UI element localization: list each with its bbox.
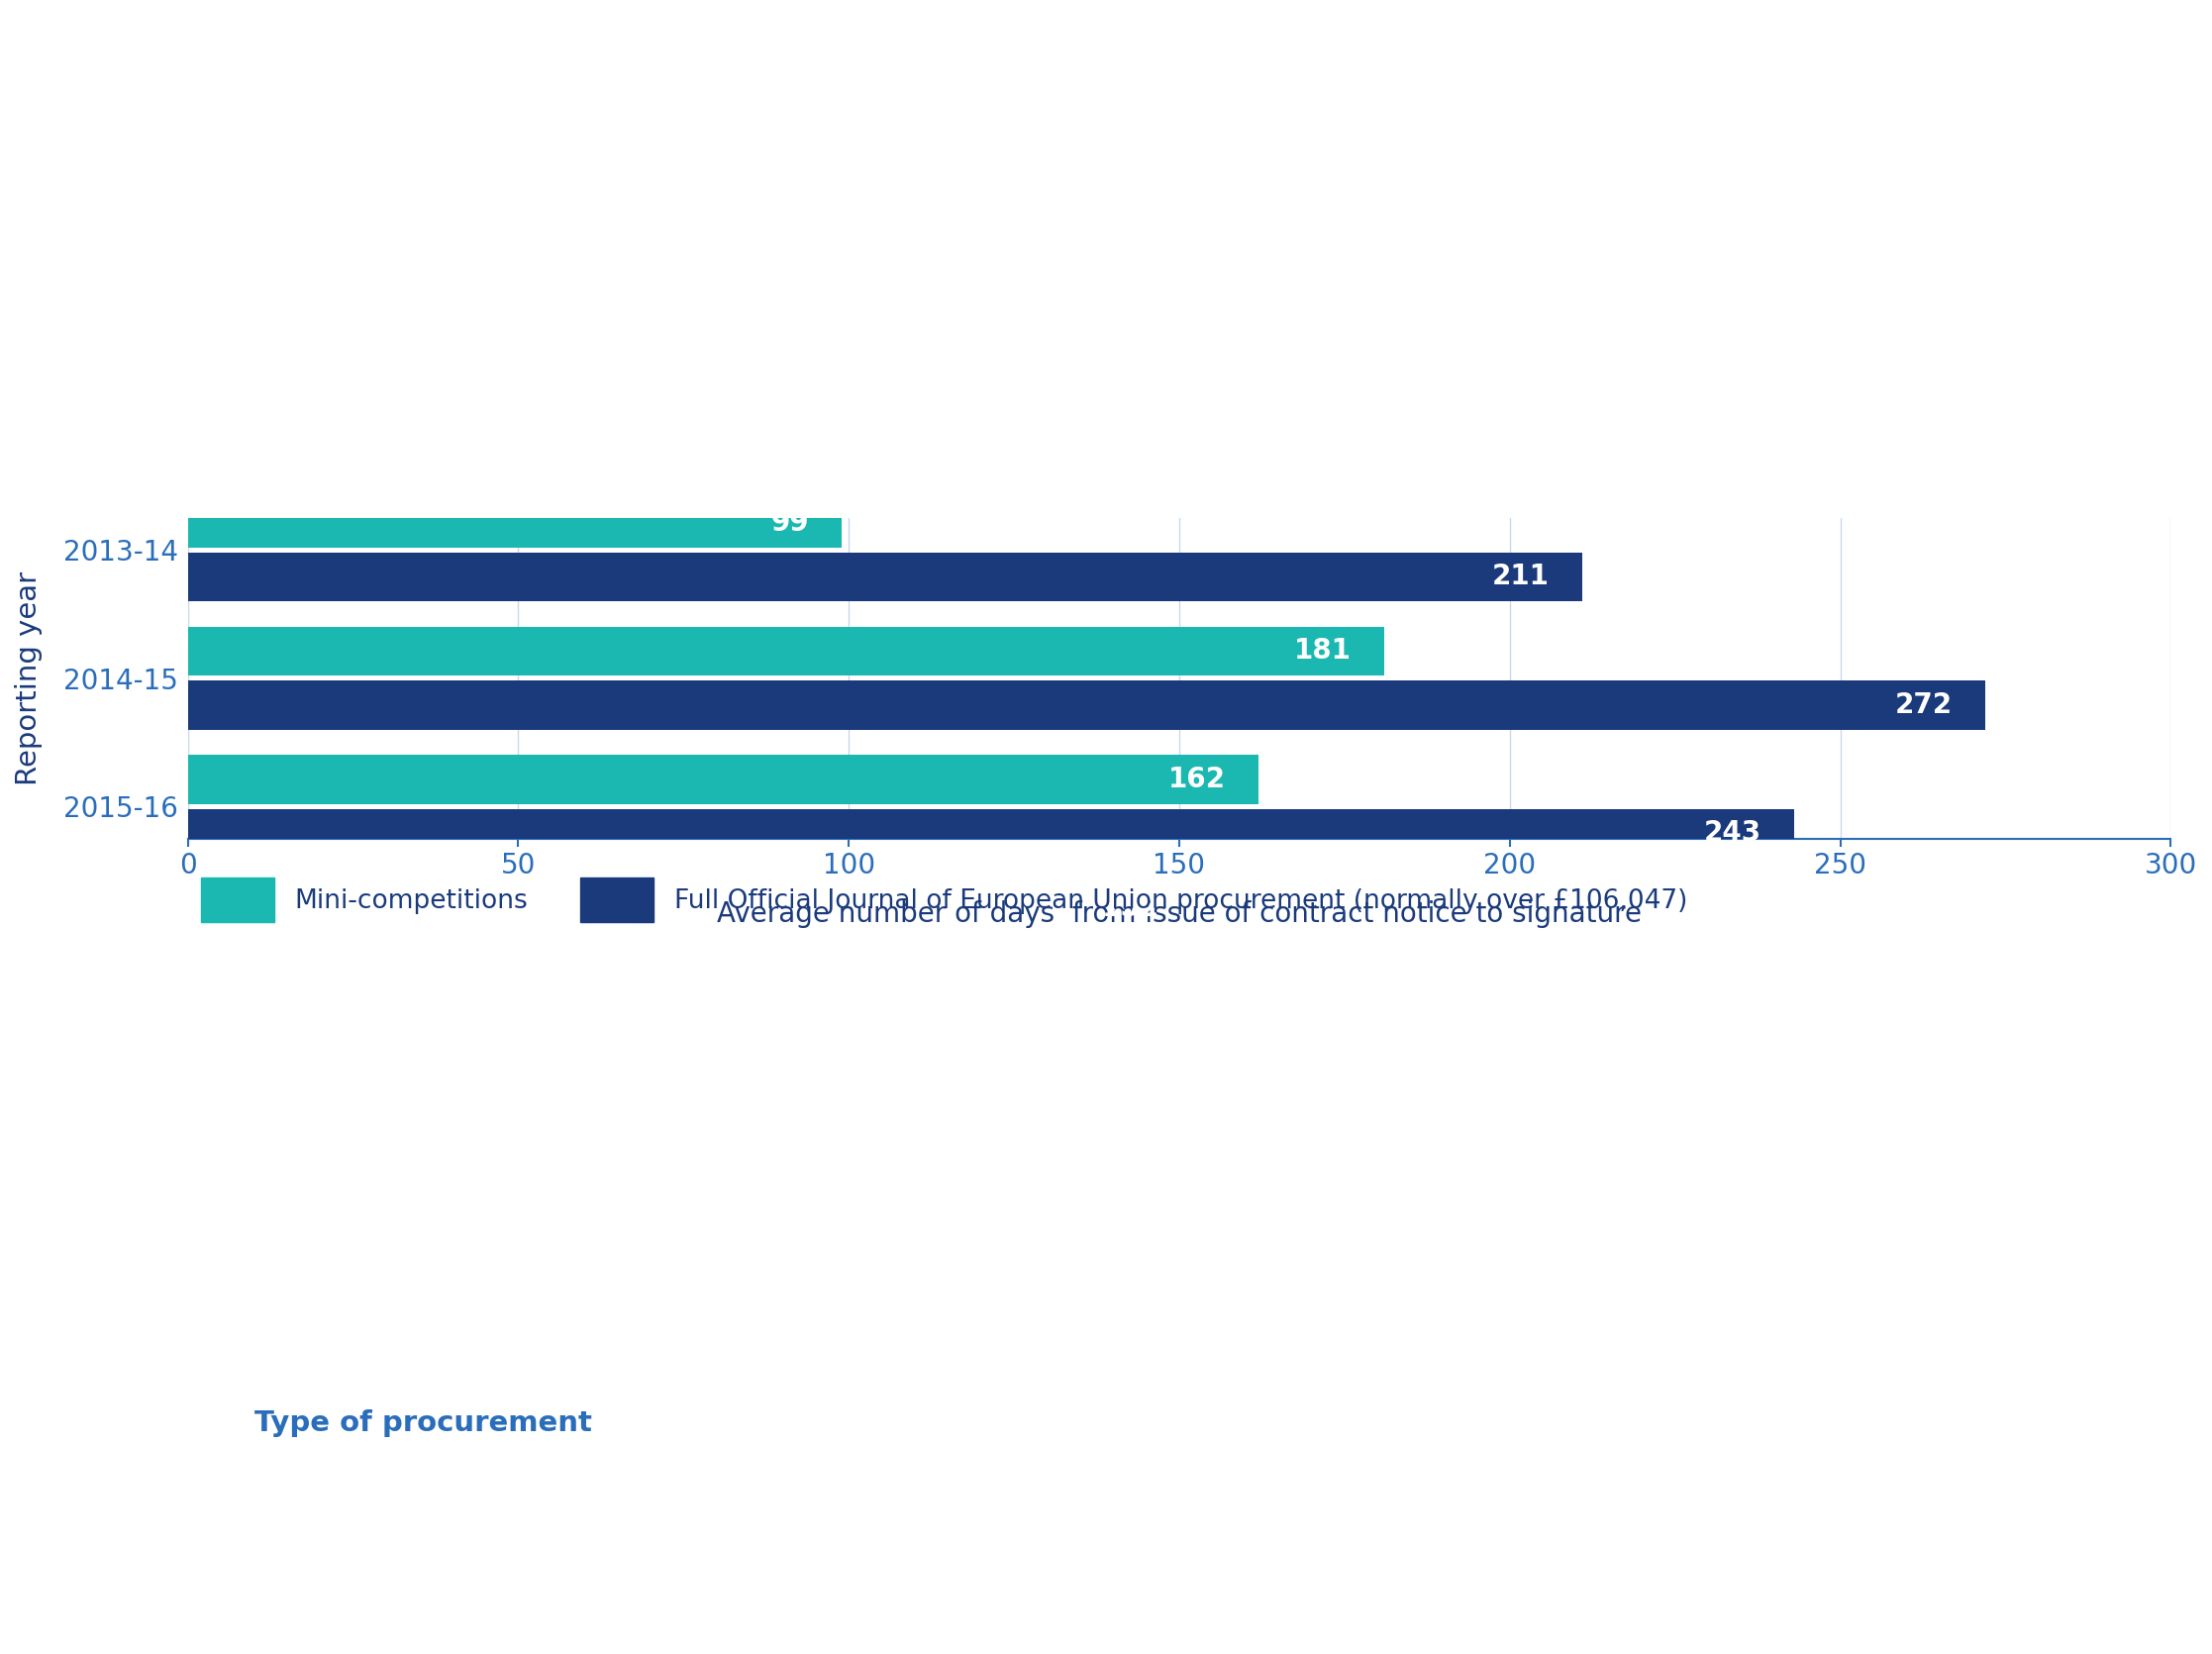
Bar — [188, 809, 1794, 858]
Text: 159: 159 — [1148, 435, 1206, 463]
Text: 181: 181 — [1294, 637, 1352, 665]
Text: 162: 162 — [1168, 766, 1225, 794]
Legend: Mini-competitions, Full Official Journal of European Union procurement (normally: Mini-competitions, Full Official Journal… — [201, 878, 1688, 921]
Text: 99: 99 — [772, 509, 810, 538]
Bar — [188, 498, 843, 547]
Bar — [188, 370, 823, 418]
Text: 211: 211 — [1493, 562, 1548, 590]
Bar — [188, 681, 1986, 729]
Bar — [188, 756, 1259, 804]
Bar — [188, 627, 1385, 675]
Text: 243: 243 — [1703, 819, 1761, 847]
X-axis label: Average number of days  from issue of contract notice to signature: Average number of days from issue of con… — [717, 900, 1641, 928]
Bar — [188, 552, 1582, 600]
Bar — [188, 883, 1192, 933]
Text: 96: 96 — [752, 380, 790, 409]
Text: 242: 242 — [1697, 948, 1754, 976]
Y-axis label: Reporting year: Reporting year — [15, 571, 42, 786]
Bar — [188, 423, 1239, 473]
Bar — [188, 938, 1787, 986]
Text: Type of procurement: Type of procurement — [254, 1409, 593, 1437]
Text: 152: 152 — [1102, 893, 1159, 921]
Text: 272: 272 — [1896, 691, 1953, 719]
